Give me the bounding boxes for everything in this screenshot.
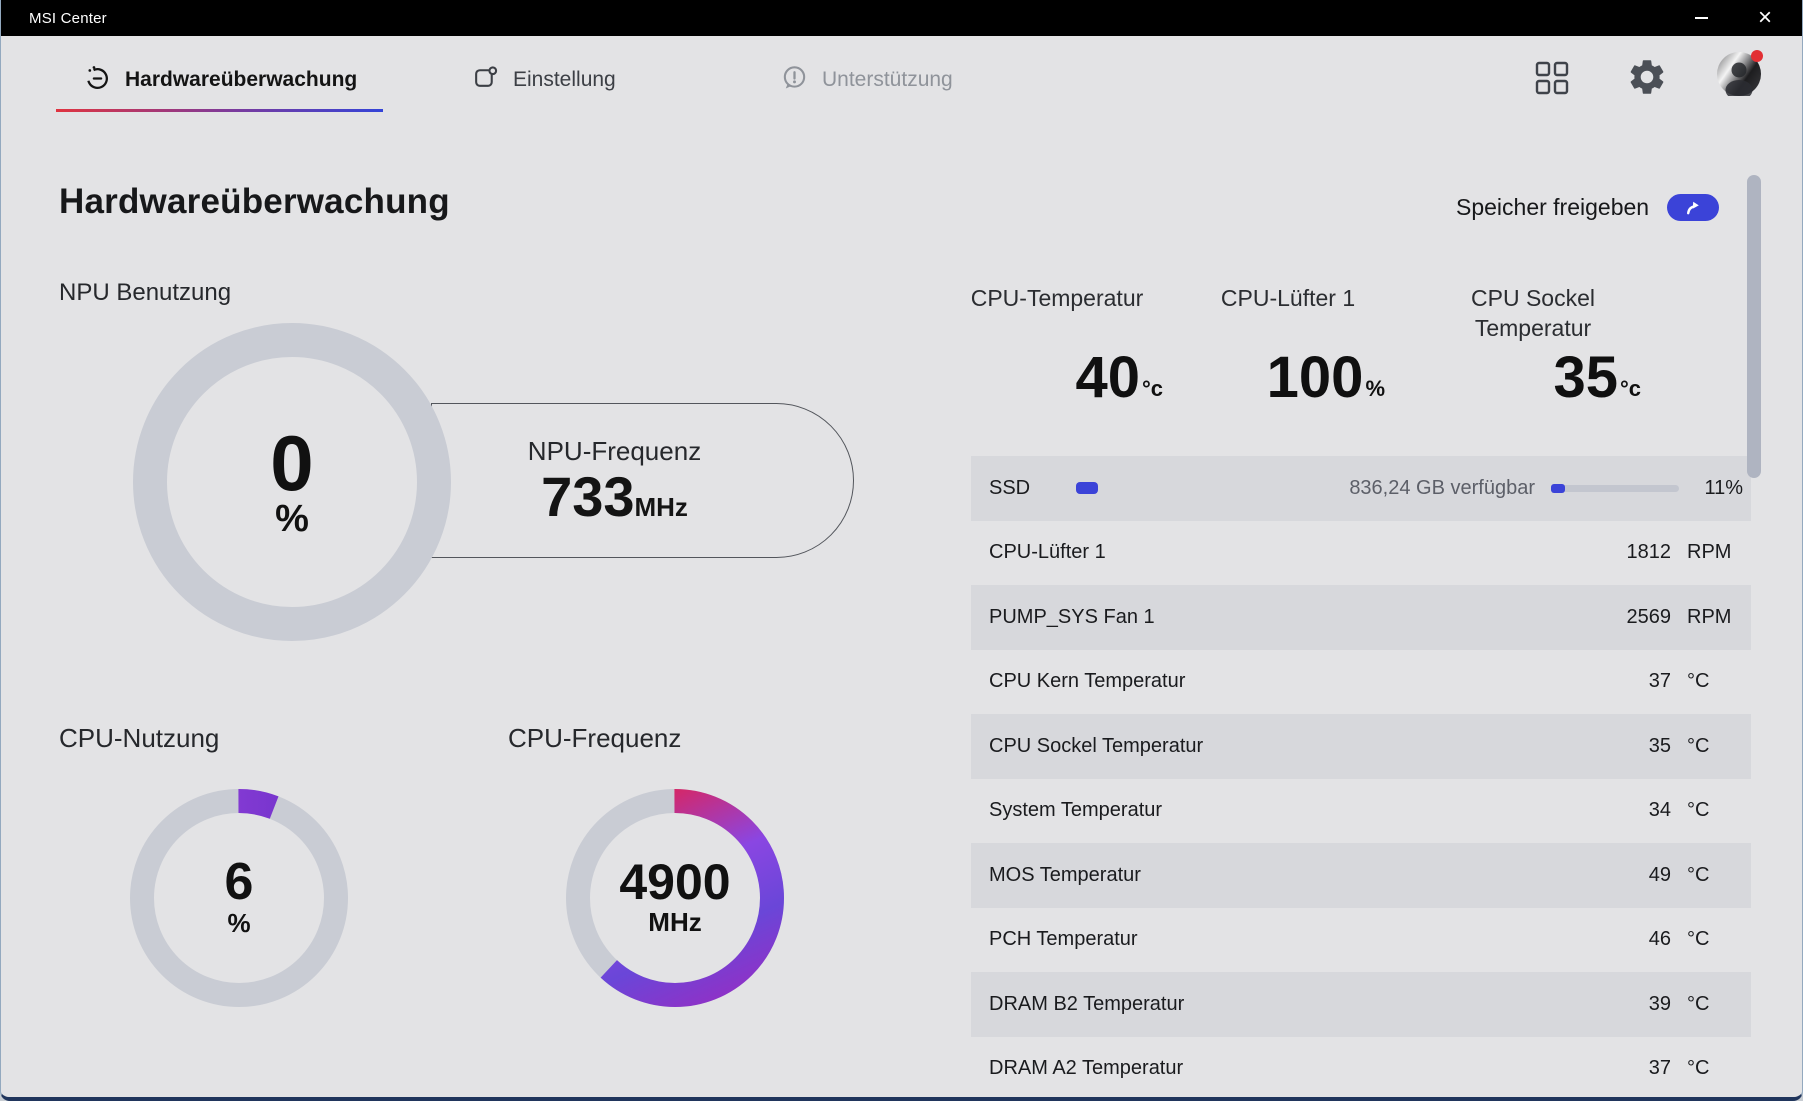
sensor-value: 49 [1648,863,1671,886]
stat-label: CPU Sockel [1471,285,1595,311]
gear-icon [1630,60,1664,94]
table-row: CPU-Lüfter 1 1812 RPM [971,521,1751,586]
table-row: CPU Kern Temperatur 37 °C [971,650,1751,715]
sensor-value: 1812 [1626,541,1672,564]
stat-cpu-temperature: CPU-Temperatur 40 °c [951,284,1163,410]
stat-unit: % [1365,376,1385,402]
boost-arrow-icon [1687,201,1699,214]
stat-unit: °c [1141,376,1163,402]
npu-usage-label: NPU Benutzung [59,279,232,306]
npu-frequency-unit: MHz [634,492,688,522]
table-row: System Temperatur 34 °C [971,779,1751,844]
notification-dot [1751,50,1763,62]
sensor-unit: °C [1687,863,1710,886]
stat-label: CPU-Temperatur [970,285,1144,311]
ssd-label: SSD [989,476,1031,499]
stat-cpu-fan: CPU-Lüfter 1 100% [1163,284,1413,410]
settings-gear-button[interactable] [1626,56,1668,103]
cpu-usage-label: CPU-Nutzung [59,723,220,753]
stat-value: 35 [1553,345,1618,410]
sensor-label: CPU-Lüfter 1 [989,541,1106,564]
sensor-unit: °C [1687,734,1710,757]
ssd-usage-bar [1551,483,1679,493]
stat-value: 40 [1075,345,1140,410]
apps-grid-button[interactable] [1534,60,1570,101]
window-title: MSI Center [29,9,107,27]
sensor-label: System Temperatur [989,799,1163,822]
sensor-unit: °C [1687,992,1710,1015]
tab-label: Hardwareüberwachung [125,68,358,91]
npu-frequency-label: NPU-Frequenz [527,436,702,466]
sensor-table: SSD 836,24 GB verfügbar 11% CPU-Lüfter 1… [971,456,1751,1098]
close-button[interactable]: × [1742,0,1788,36]
sensor-value: 2569 [1626,605,1672,628]
sensor-value: 35 [1648,734,1671,757]
table-row: PUMP_SYS Fan 1 2569 RPM [971,585,1751,650]
gauge-icon [84,64,111,96]
release-storage-label: Speicher freigeben [1456,194,1650,220]
npu-frequency-card: NPU-Frequenz 733MHz [431,403,854,558]
ssd-status-chip [1076,482,1099,495]
cpu-usage-donut [130,789,348,1007]
sensor-label: PCH Temperatur [989,928,1138,951]
ssd-percent: 11% [1704,476,1743,499]
ssd-usage-fill [1551,483,1566,493]
stat-value: 100 [1266,345,1364,410]
table-row-ssd: SSD 836,24 GB verfügbar 11% [971,456,1751,521]
close-icon: × [1757,4,1772,31]
table-row: CPU Sockel Temperatur 35 °C [971,714,1751,779]
tab-hardware-monitoring[interactable]: Hardwareüberwachung [56,48,383,112]
sensor-label: PUMP_SYS Fan 1 [989,605,1155,628]
tab-label: Einstellung [513,68,616,91]
cpu-stats: CPU-Temperatur 40 °c CPU-Lüfter 1 100% CP… [951,284,1691,410]
page-title: Hardwareüberwachung [59,182,450,221]
minimize-icon [1694,17,1708,19]
sensor-value: 39 [1648,992,1671,1015]
sensor-value: 34 [1648,799,1671,822]
stat-cpu-socket-temperature: CPU Sockel Temperatur 35 °c [1413,284,1653,410]
table-row: PCH Temperatur 46 °C [971,908,1751,973]
tab-settings[interactable]: Einstellung [472,48,616,112]
main-content: Hardwareüberwachung Einstellung Unte [1,36,1802,1097]
sensor-label: DRAM A2 Temperatur [989,1057,1184,1080]
sensor-unit: RPM [1687,605,1732,628]
cpu-frequency-label: CPU-Frequenz [508,723,682,753]
sensor-value: 46 [1648,928,1671,951]
sensor-label: CPU Kern Temperatur [989,670,1186,693]
sensor-unit: °C [1687,928,1710,951]
sensor-unit: RPM [1687,541,1732,564]
tab-support[interactable]: Unterstützung [781,48,953,112]
sensor-label: CPU Sockel Temperatur [989,734,1204,757]
sensor-unit: °C [1687,1057,1710,1080]
titlebar: MSI Center × [1,0,1802,36]
sensor-label: MOS Temperatur [989,863,1141,886]
settings-window-icon [472,64,499,96]
stat-label-line2: Temperatur [1474,314,1592,341]
sensor-unit: °C [1687,670,1710,693]
cpu-frequency-donut [566,789,784,1007]
release-storage-toggle[interactable] [1667,194,1720,221]
table-row: DRAM B2 Temperatur 39 °C [971,972,1751,1037]
stat-label: CPU-Lüfter 1 [1220,285,1356,311]
sensor-value: 37 [1648,1057,1671,1080]
npu-frequency-value: 733 [541,465,635,528]
person-icon [1725,62,1753,96]
ssd-available-text: 836,24 GB verfügbar [1349,476,1535,499]
tab-label: Unterstützung [822,68,953,91]
support-bubble-icon [781,64,808,96]
sensor-unit: °C [1687,799,1710,822]
sensor-label: DRAM B2 Temperatur [989,992,1185,1015]
table-row: MOS Temperatur 49 °C [971,843,1751,908]
stat-unit: °c [1619,376,1641,402]
npu-usage-donut [133,323,451,641]
user-avatar[interactable] [1717,50,1763,96]
grid-icon [1535,61,1569,95]
scrollbar-thumb[interactable] [1747,175,1761,478]
minimize-button[interactable] [1678,0,1724,36]
table-row: DRAM A2 Temperatur 37 °C [971,1037,1751,1098]
sensor-value: 37 [1648,670,1671,693]
